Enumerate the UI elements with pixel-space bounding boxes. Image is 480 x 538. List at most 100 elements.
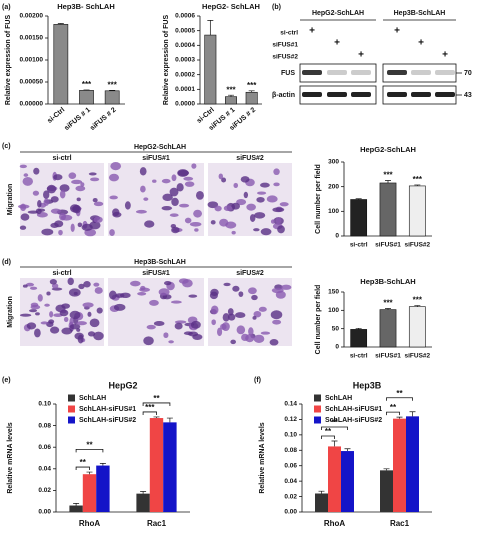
micrograph-cell — [25, 282, 35, 287]
y-axis-title: Cell number per field — [315, 285, 322, 355]
error-bar — [383, 468, 390, 471]
y-tick-label: 0.10 — [284, 432, 297, 439]
micrograph-cell — [108, 173, 120, 182]
micrograph-cell — [236, 199, 247, 206]
column-label: si-ctrl — [52, 270, 71, 277]
micrograph-cell — [178, 278, 189, 284]
micrograph-cell — [80, 182, 85, 187]
micrograph-cell — [96, 307, 103, 314]
micrograph-cell — [231, 202, 240, 210]
micrograph-cell — [207, 201, 219, 209]
y-tick-label: 0 — [335, 344, 339, 351]
micrograph-cell — [50, 208, 62, 214]
micrograph-cell — [211, 319, 216, 326]
micrograph-cell — [124, 201, 131, 210]
micrograph-cell — [69, 317, 74, 326]
micrograph-cell — [163, 332, 169, 339]
micrograph-cell — [177, 170, 190, 177]
legend-label: SchLAH — [325, 395, 352, 402]
error-bar — [140, 491, 147, 494]
micrograph-cell — [214, 205, 222, 212]
micrograph-cell — [93, 201, 104, 207]
micrograph-cell — [191, 163, 197, 169]
micrograph-cell — [161, 205, 173, 211]
row-label: Migration — [7, 184, 14, 216]
chart-title: HepG2-SchLAH — [360, 145, 416, 154]
micrograph-cell — [260, 331, 271, 335]
panel-label: (e) — [2, 377, 11, 384]
micrograph-cell — [93, 331, 104, 341]
micrograph-cell — [69, 310, 81, 320]
micrograph-cell — [275, 290, 286, 299]
micrograph-cell — [59, 190, 66, 199]
micrograph-cell — [164, 281, 172, 286]
micrograph-cell — [251, 294, 258, 301]
x-tick-label: si-ctrl — [350, 353, 368, 360]
micrograph-cell — [176, 183, 184, 192]
y-tick-label: 0.00100 — [20, 57, 44, 64]
error-bar — [414, 305, 421, 307]
micrograph-cell — [110, 161, 122, 171]
bar — [204, 34, 217, 105]
error-bar — [318, 490, 325, 494]
y-tick-label: 0.04 — [284, 478, 297, 485]
micrograph-cell — [184, 181, 195, 187]
micrograph-cell — [232, 285, 240, 292]
micrograph-cell — [93, 216, 103, 223]
micrograph-cell — [223, 205, 233, 212]
panel-label: (b) — [272, 4, 281, 11]
legend-label: SchLAH — [79, 395, 106, 402]
blot-group-title: Hep3B-SchLAH — [394, 10, 446, 17]
micrograph-cell — [253, 334, 265, 343]
panel-label: (c) — [2, 143, 11, 150]
micrograph-cell — [119, 292, 131, 299]
error-bar — [409, 411, 416, 417]
legend-swatch — [314, 405, 321, 413]
micrograph-cell — [43, 190, 50, 200]
bar — [379, 309, 397, 348]
micrograph-cell — [153, 321, 165, 326]
micrograph-cell — [130, 280, 141, 287]
micrograph-cell — [194, 228, 199, 232]
micrograph-cell — [249, 214, 256, 222]
micrograph-cell — [144, 220, 155, 228]
error-bar — [153, 416, 160, 419]
micrograph-cell — [46, 184, 57, 194]
micrograph-cell — [140, 185, 146, 193]
micrograph-cell — [192, 333, 203, 341]
micrograph-cell — [139, 287, 151, 292]
micrograph-cell — [33, 167, 40, 175]
significance: *** — [107, 80, 117, 89]
micrograph-cell — [73, 291, 78, 296]
micrograph-cell — [277, 225, 285, 234]
y-tick-label: 300 — [328, 159, 339, 166]
micrograph-cell — [183, 176, 194, 181]
actin-band — [435, 92, 455, 97]
x-tick-label: siFUS#2 — [405, 242, 431, 249]
kda-marker: 43 — [464, 92, 472, 99]
y-tick-label: 0.14 — [284, 401, 297, 408]
significance: ** — [80, 458, 87, 467]
y-tick-label: 100 — [328, 307, 339, 314]
y-tick-label: 0.0006 — [175, 13, 195, 20]
bar — [408, 306, 426, 348]
column-label: siFUS#2 — [236, 155, 264, 162]
micrograph-cell — [179, 203, 190, 208]
blot-group-title: HepG2-SchLAH — [312, 10, 364, 17]
micrograph-cell — [270, 219, 276, 224]
micrograph-cell — [231, 230, 236, 235]
micrograph-cell — [257, 191, 267, 195]
significance: *** — [82, 80, 92, 89]
micrograph-cell — [108, 290, 117, 300]
micrograph-cell — [184, 217, 192, 224]
bar — [379, 182, 397, 237]
micrograph-cell — [29, 286, 38, 290]
legend-label: SchLAH-siFUS#1 — [79, 406, 136, 413]
y-tick-label: 0.00200 — [20, 13, 44, 20]
micrograph-cell — [272, 319, 282, 325]
micrograph-cell — [22, 176, 34, 186]
micrograph-cell — [168, 340, 174, 344]
y-tick-label: 0 — [335, 233, 339, 240]
legend-label: SchLAH-siFUS#2 — [325, 417, 382, 424]
